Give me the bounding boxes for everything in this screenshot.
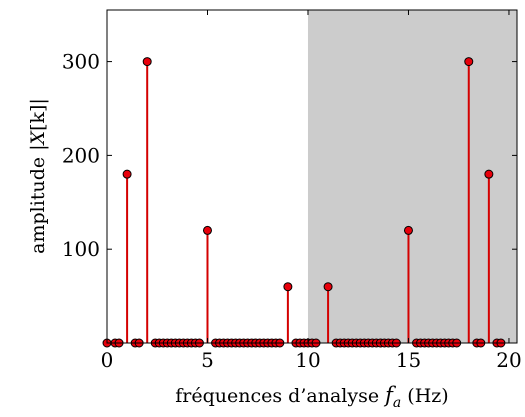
x-tick-label: 15 [396,348,421,372]
y-axis-title: amplitude |X[k]| [27,98,49,254]
ticks-group: 0 5 10 15 20 100 200 300 [62,10,522,372]
x-tick-label: 10 [295,348,320,372]
stem-marker [202,225,212,235]
x-tick-label: 5 [201,348,214,372]
shaded-region [307,10,517,343]
y-tick-label: 300 [62,50,100,74]
plot-frame [106,9,518,344]
y-tick-label: 200 [62,143,100,167]
x-axis-title: fréquences d’analyse fa (Hz) [175,383,448,411]
stem-marker [283,282,293,292]
stem-marker [323,282,333,292]
x-tick-label: 0 [101,348,114,372]
stem-marker [403,225,413,235]
stem-marker [142,57,152,67]
stem-marker [122,169,132,179]
y-tick-label: 100 [62,237,100,261]
stem-marker [464,57,474,67]
stem-marker [484,169,494,179]
x-tick-label: 20 [496,348,521,372]
